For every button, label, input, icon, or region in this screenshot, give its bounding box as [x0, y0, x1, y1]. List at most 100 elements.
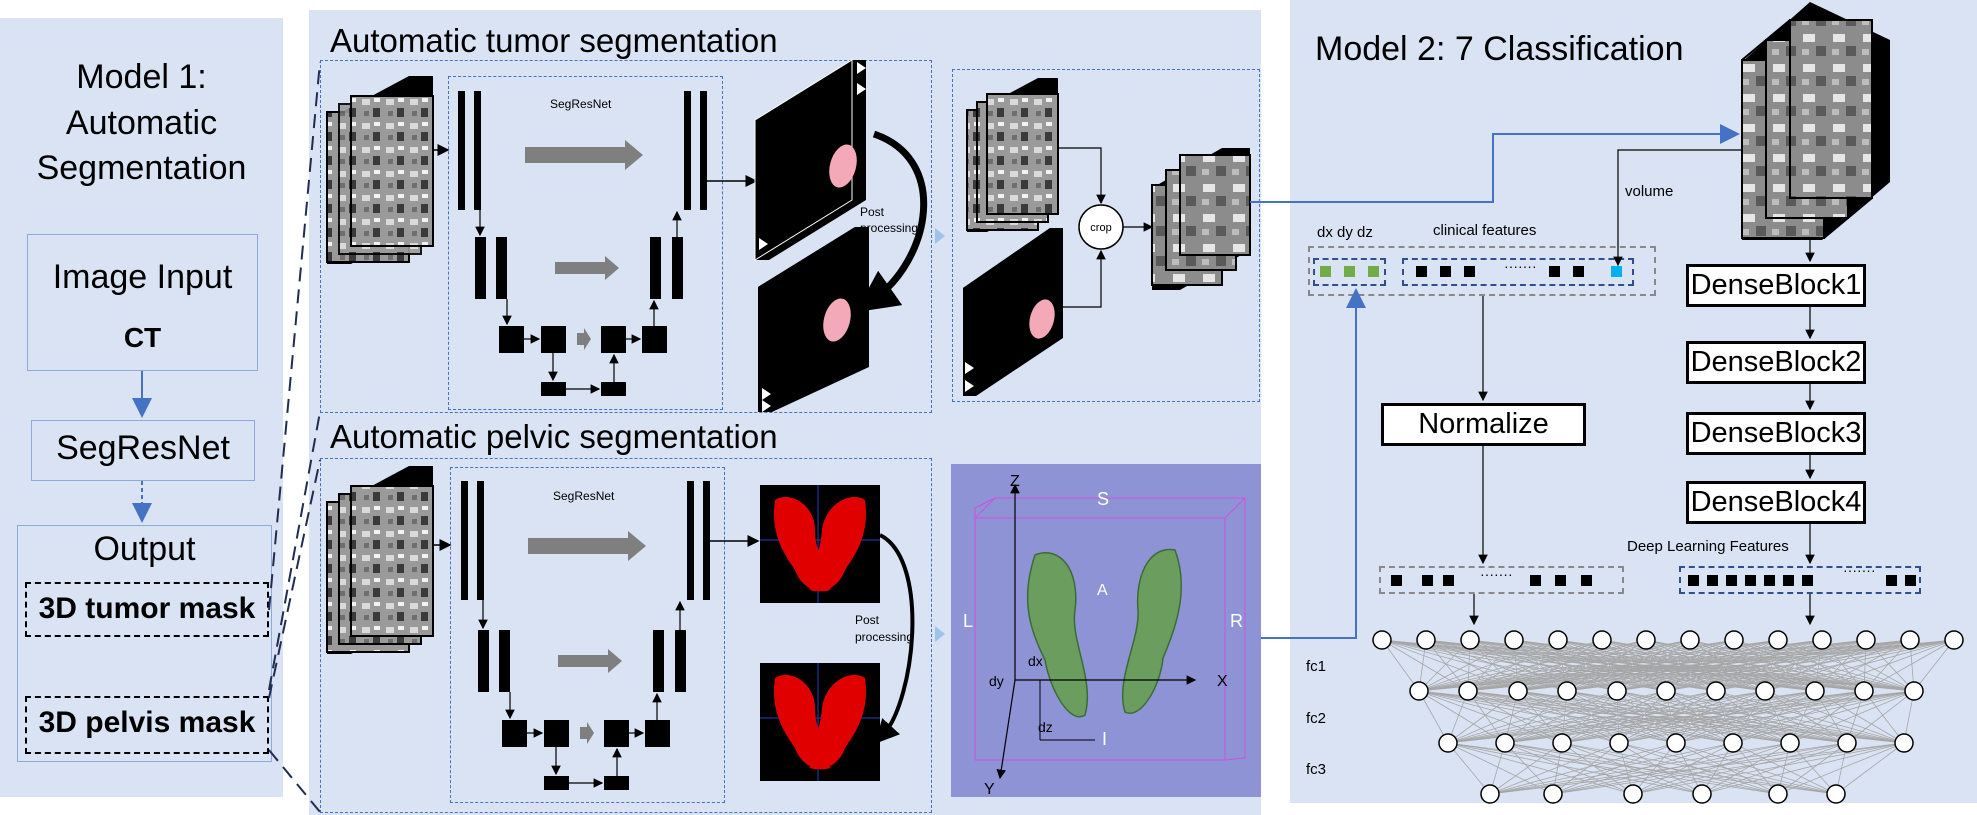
fc-neuron — [1944, 630, 1964, 650]
fc-connection — [1504, 690, 1667, 744]
arrow-volume — [1613, 149, 1742, 267]
fc-neuron — [1768, 630, 1788, 650]
fc-connection — [1863, 690, 1905, 744]
fc-connection — [1665, 690, 1905, 744]
tumor-mask-box — [25, 582, 269, 637]
fc-connection — [1381, 639, 1766, 692]
fc-neuron — [1755, 681, 1775, 701]
fc-connection — [1447, 690, 1568, 744]
dl-squares — [1688, 575, 1916, 586]
fc-neuron — [1557, 681, 1577, 701]
pelvis-mask-box — [25, 696, 269, 754]
fc-connection — [1789, 690, 1865, 744]
fc-neuron — [1372, 630, 1392, 650]
fc-connection — [1632, 742, 1677, 795]
fc-neuron — [1666, 733, 1686, 753]
fc-connection — [1618, 690, 1816, 744]
fc-connection — [1418, 639, 1559, 692]
fc-connection — [1632, 742, 1791, 795]
fc-connection — [1513, 639, 1667, 692]
ct-stack-tumor — [326, 76, 434, 264]
fc-neuron — [1780, 733, 1800, 753]
fc-neuron — [1680, 630, 1700, 650]
fc-connection — [1733, 639, 1766, 692]
fc-connection — [1701, 742, 1848, 795]
output-title: Output — [93, 530, 196, 568]
fc-connection — [1665, 639, 1823, 692]
pelvis-mask-post — [760, 663, 880, 781]
fc-connection — [1552, 742, 1734, 795]
segresnet-box — [31, 420, 255, 481]
fc-connection — [1715, 690, 1791, 744]
dl-dots: ······· — [1843, 562, 1876, 578]
fc-connection — [1557, 639, 1717, 692]
model1-title-line2: Automatic — [65, 104, 218, 142]
fc-connection — [1645, 639, 1766, 692]
fc-neuron — [1706, 681, 1726, 701]
fc-connection — [1715, 690, 1848, 744]
fc-connection — [1764, 639, 1911, 692]
norm-dots: ······· — [1480, 566, 1513, 582]
fc-connection — [1675, 690, 1865, 744]
model2-title: Model 2: 7 Classification — [1315, 30, 1684, 68]
fc-connection — [1381, 639, 1469, 692]
pelvic-net-box — [450, 467, 725, 803]
fc-connection — [1517, 639, 1735, 692]
image-input-box — [27, 234, 258, 371]
fc-connection — [1701, 742, 1791, 795]
fc2-label: fc2 — [1306, 710, 1327, 727]
fc-connection — [1733, 639, 1816, 692]
fc-connection — [1732, 690, 1865, 744]
denseblock-2: DenseBlock2 — [1686, 341, 1866, 384]
tumor-net-box — [448, 76, 723, 410]
fc-neuron — [1837, 733, 1857, 753]
fc-connection — [1517, 639, 1955, 692]
axis-z-label: Z — [1010, 473, 1020, 490]
fc-neuron — [1636, 630, 1656, 650]
fc-connection — [1504, 690, 1915, 744]
fc-connection — [1645, 639, 1717, 692]
fc-connection — [1504, 690, 1766, 744]
image-input-ct: CT — [123, 322, 162, 353]
fc-connection — [1913, 639, 1955, 692]
fc-neuron — [1609, 733, 1629, 753]
fc-connection — [1447, 742, 1491, 795]
fc-connection — [1632, 742, 1734, 795]
fc-connection — [1601, 639, 1667, 692]
fc-connection — [1557, 639, 1667, 692]
fc-connection — [1418, 690, 1449, 744]
fc-connection — [1447, 690, 1915, 744]
orient-i-label: I — [1102, 729, 1107, 749]
fc-neuron — [1438, 733, 1458, 753]
fc-connection — [1467, 639, 1515, 692]
pelvis-mask-raw — [760, 485, 880, 603]
fc-connection — [1447, 690, 1667, 744]
tumor-seg-box — [320, 60, 932, 413]
fc-connection — [1566, 639, 1779, 692]
fc-connection — [1616, 690, 1791, 744]
fc-connection — [1616, 639, 1735, 692]
fc-connection — [1566, 639, 1603, 692]
fc-connection — [1789, 690, 1915, 744]
fc-connection — [1489, 742, 1905, 795]
ct-stack-pelvic — [326, 466, 434, 654]
model2-ct-volume — [1741, 2, 1890, 240]
fc3-label: fc3 — [1306, 761, 1327, 778]
fc-connection — [1616, 690, 1848, 744]
fc-connection — [1616, 639, 1823, 692]
fc-connection — [1675, 690, 1717, 744]
fc-connection — [1418, 639, 1823, 692]
fc-neuron — [1607, 681, 1627, 701]
fc-connection — [1513, 639, 1717, 692]
fc-neuron — [1768, 784, 1788, 804]
fc-neuron — [1592, 630, 1612, 650]
fc-connection — [1701, 742, 1734, 795]
fc-neuron — [1416, 630, 1436, 650]
fc-connection — [1561, 690, 1766, 744]
fc-connection — [1566, 690, 1677, 744]
orient-l-label: L — [963, 611, 973, 631]
fc-connection — [1632, 742, 1848, 795]
fc-connection — [1517, 690, 1734, 744]
pelvis-3d-render — [951, 464, 1261, 797]
fc-connection — [1814, 690, 1848, 744]
